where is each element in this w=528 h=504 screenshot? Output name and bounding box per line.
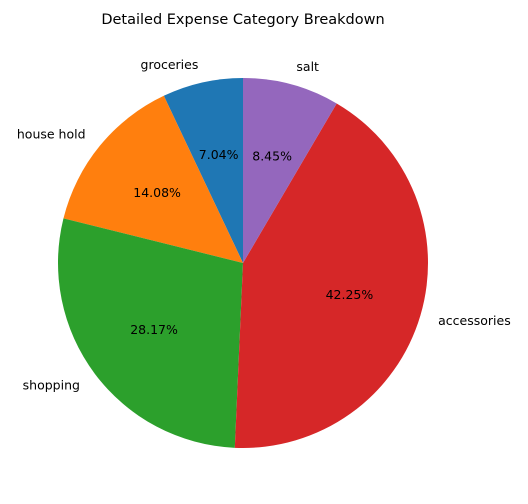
- pie-slice-house-hold: [63, 95, 243, 264]
- pct-label-salt: 8.45%: [252, 148, 292, 163]
- pct-label-groceries: 7.04%: [199, 147, 239, 162]
- pie-slice-accessories: [234, 103, 428, 449]
- pct-label-accessories: 42.25%: [326, 287, 374, 302]
- pie-slices: [57, 78, 428, 449]
- category-label-accessories: accessories: [438, 313, 511, 328]
- pct-label-house-hold: 14.08%: [133, 185, 181, 200]
- chart-title: Detailed Expense Category Breakdown: [101, 12, 384, 28]
- pie-slice-groceries: [163, 78, 243, 263]
- category-label-salt: salt: [296, 59, 319, 74]
- pie-labels: 7.04% groceries 14.08% house hold 28.17% shop…: [17, 57, 511, 392]
- category-label-shopping: shopping: [23, 377, 80, 392]
- pie-slice-shopping: [57, 218, 243, 448]
- pie-slice-salt: [243, 78, 337, 263]
- category-label-house-hold: house hold: [17, 127, 86, 142]
- pct-label-shopping: 28.17%: [130, 322, 178, 337]
- category-label-groceries: groceries: [141, 57, 199, 72]
